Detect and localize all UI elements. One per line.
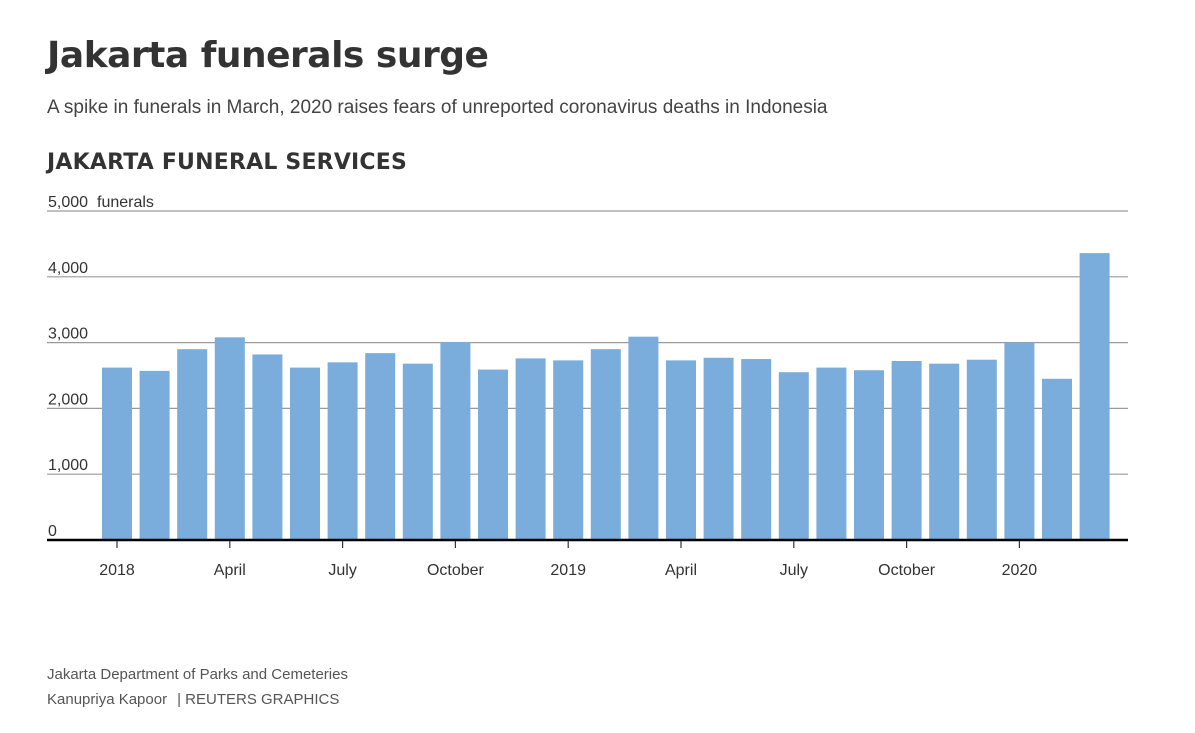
chart-subtitle: A spike in funerals in March, 2020 raise… [47,97,828,118]
bar: Mar 2019: 3090 [628,336,659,540]
x-tick-label: 2019 [550,562,586,579]
gridlines [47,210,1128,475]
x-tick-label: July [328,562,356,579]
y-axis-unit-label: funerals [97,194,154,211]
bar: Jan 2020: 3000 [1004,342,1035,540]
bar: Jul 2018: 2700 [327,362,358,540]
bar: Oct 2019: 2720 [891,361,922,540]
x-tick-label: July [780,562,808,579]
bar: Apr 2018: 3080 [214,337,245,540]
y-tick-label: 0 [48,523,57,540]
x-tick-label: April [214,562,246,579]
bar: Nov 2019: 2680 [929,363,960,540]
chart-title: Jakarta funerals surge [47,35,489,76]
x-tick-label: 2018 [99,562,135,579]
bar: Feb 2018: 2570 [139,370,170,540]
bar: Sep 2019: 2580 [854,370,884,540]
bar: May 2019: 2770 [703,357,734,540]
y-tick-label: 2,000 [48,391,88,408]
x-tick-label: October [878,562,936,579]
bar: Jun 2019: 2750 [741,359,772,540]
bar: Feb 2019: 2900 [590,349,621,540]
bar-chart: 0 1,000 2,000 3,000 4,000 5,000 funerals Jan 2… [47,194,1128,579]
y-axis-labels: 0 1,000 2,000 3,000 4,000 5,000 funerals [48,194,154,540]
bar: Mar 2020: 4360 [1079,253,1110,540]
bar: May 2018: 2820 [252,354,283,540]
bars: Jan 2018: 2620Feb 2018: 2570Mar 2018: 29… [102,253,1110,540]
bar: Jun 2018: 2620 [290,367,320,540]
bar: Apr 2019: 2730 [666,360,696,540]
bar: Dec 2019: 2740 [966,359,997,540]
chart-section-heading: JAKARTA FUNERAL SERVICES [47,150,408,175]
x-axis-labels: 2018 April July October 2019 April July October… [99,541,1037,579]
bar: Jan 2019: 2730 [553,360,584,540]
x-tick-label: October [427,562,485,579]
y-tick-label: 5,000 [48,194,88,211]
y-tick-label: 3,000 [48,326,88,343]
x-tick-label: 2020 [1002,562,1038,579]
bar: Mar 2018: 2900 [177,349,208,540]
bar: Oct 2018: 3010 [440,341,471,540]
bar: Sep 2018: 2680 [402,363,433,540]
bar: Jan 2018: 2620 [102,367,132,540]
bar: Aug 2018: 2840 [365,353,396,540]
bar: Jul 2019: 2550 [778,372,809,540]
author-name: Kanupriya Kapoor [47,691,168,708]
credit-line: Kanupriya Kapoor | REUTERS GRAPHICS [47,691,339,709]
bar: Aug 2019: 2620 [816,367,847,540]
y-tick-label: 1,000 [48,457,88,474]
bar: Dec 2018: 2760 [515,358,546,540]
agency-credit: | REUTERS GRAPHICS [177,691,340,708]
y-tick-label: 4,000 [48,260,88,277]
source-note: Jakarta Department of Parks and Cemeteri… [47,666,348,683]
bar: Feb 2020: 2450 [1042,378,1072,540]
bar: Nov 2018: 2590 [478,369,508,540]
x-tick-label: April [665,562,697,579]
